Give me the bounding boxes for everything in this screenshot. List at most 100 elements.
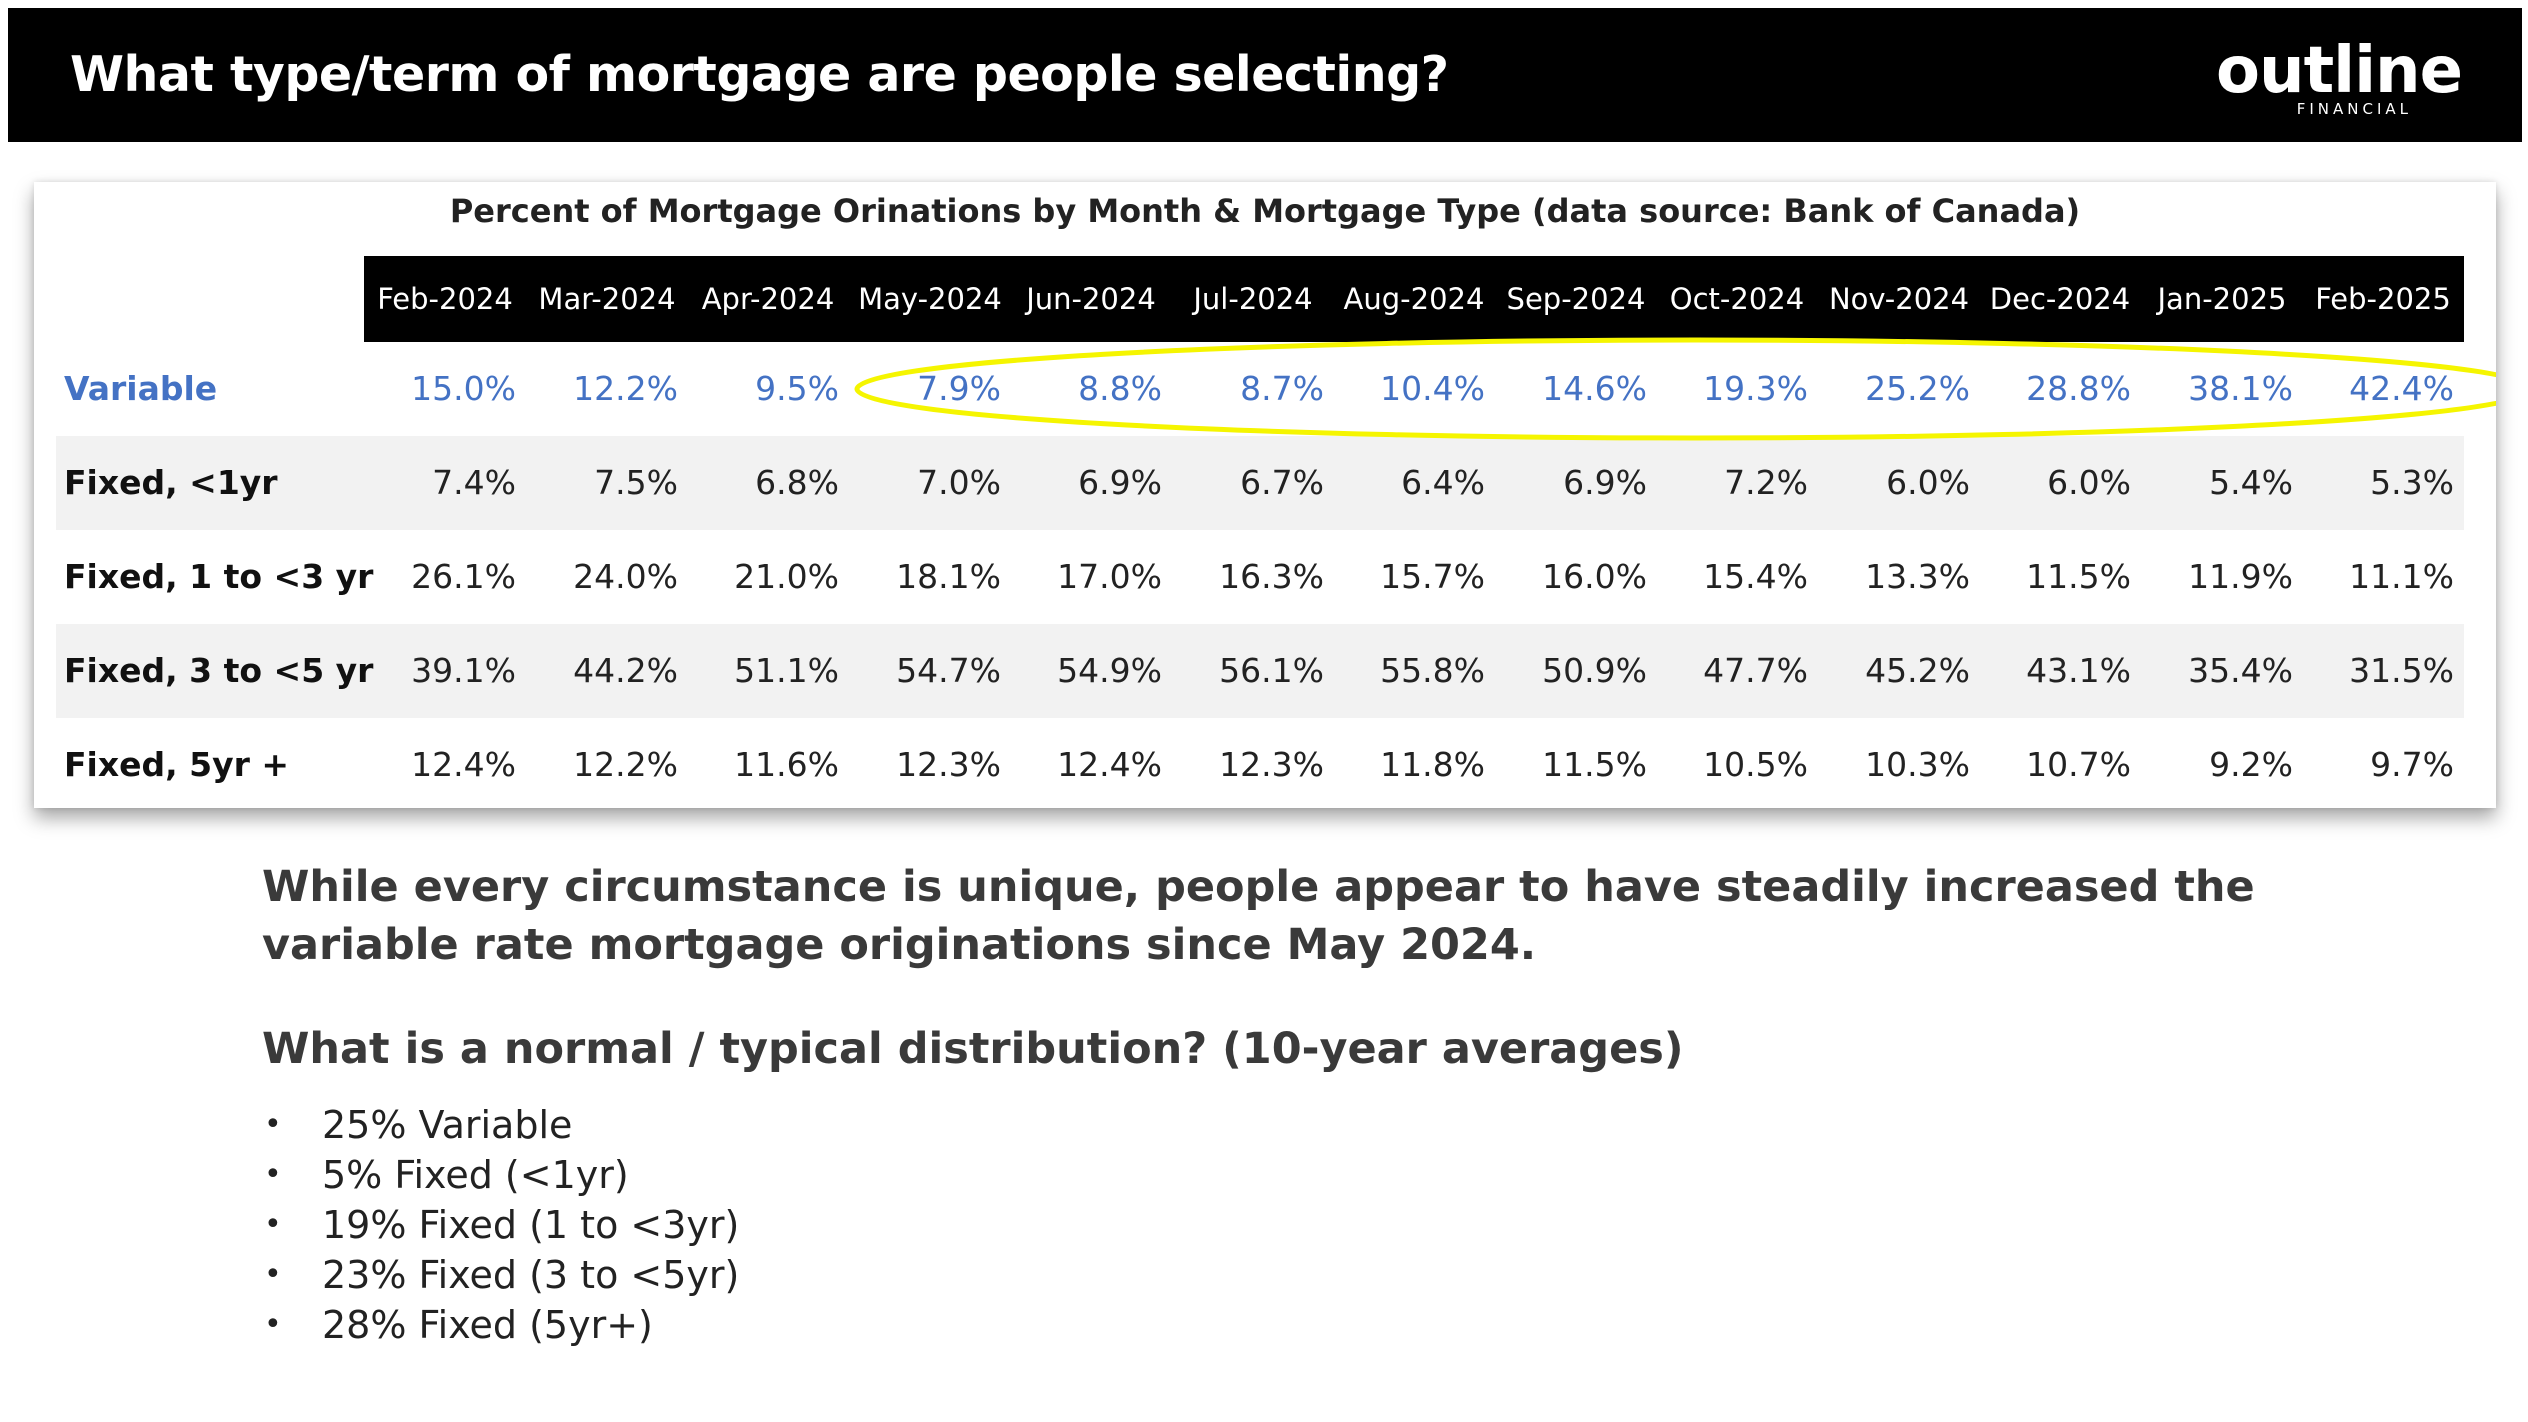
table-cell: 6.4% <box>1401 463 1485 502</box>
table-cell: 38.1% <box>2188 369 2293 408</box>
table-cell: 15.7% <box>1380 557 1485 596</box>
distribution-heading: What is a normal / typical distribution?… <box>262 1024 1684 1074</box>
bullet-icon: • <box>264 1157 282 1192</box>
table-cell: 5.3% <box>2370 463 2454 502</box>
list-item-text: 5% Fixed (<1yr) <box>322 1153 629 1197</box>
list-item: • 28% Fixed (5yr+) <box>262 1300 2362 1350</box>
table-cell: 15.0% <box>411 369 516 408</box>
column-header: Aug-2024 <box>1343 282 1485 316</box>
table-cell: 5.4% <box>2209 463 2293 502</box>
bullet-icon: • <box>264 1257 282 1292</box>
table-cell: 54.7% <box>896 651 1001 690</box>
row-label: Variable <box>64 369 218 408</box>
table-cell: 15.4% <box>1703 557 1808 596</box>
bullet-icon: • <box>264 1307 282 1342</box>
mortgage-table: Percent of Mortgage Orinations by Month … <box>34 182 2496 808</box>
table-row-fixed-5yr-plus: Fixed, 5yr + 12.4% 12.2% 11.6% 12.3% 12.… <box>56 718 2464 812</box>
table-cell: 12.4% <box>1057 745 1162 784</box>
table-cell: 56.1% <box>1219 651 1324 690</box>
table-cell: 11.8% <box>1380 745 1485 784</box>
table-cell: 6.9% <box>1563 463 1647 502</box>
bullet-icon: • <box>264 1107 282 1142</box>
table-cell: 11.9% <box>2188 557 2293 596</box>
column-header: Dec-2024 <box>1989 282 2131 316</box>
table-cell: 7.0% <box>917 463 1001 502</box>
logo-wordmark: outline <box>2216 34 2463 108</box>
table-cell: 50.9% <box>1542 651 1647 690</box>
table-row-fixed-under-1yr: Fixed, <1yr 7.4% 7.5% 6.8% 7.0% 6.9% 6.7… <box>56 436 2464 530</box>
table-cell: 17.0% <box>1057 557 1162 596</box>
summary-text: While every circumstance is unique, peop… <box>262 862 2255 970</box>
table-cell: 54.9% <box>1057 651 1162 690</box>
table-cell: 51.1% <box>734 651 839 690</box>
outline-financial-logo: outline FINANCIAL <box>2202 34 2463 124</box>
table-cell: 21.0% <box>734 557 839 596</box>
column-header: Mar-2024 <box>538 282 676 316</box>
table-cell: 7.9% <box>917 369 1001 408</box>
table-cell: 10.5% <box>1703 745 1808 784</box>
table-cell: 6.0% <box>2047 463 2131 502</box>
table-cell: 28.8% <box>2026 369 2131 408</box>
table-cell: 7.4% <box>432 463 516 502</box>
bullet-icon: • <box>264 1207 282 1242</box>
table-cell: 11.1% <box>2349 557 2454 596</box>
table-cell: 26.1% <box>411 557 516 596</box>
table-cell: 31.5% <box>2349 651 2454 690</box>
list-item-text: 25% Variable <box>322 1103 573 1147</box>
list-item-text: 28% Fixed (5yr+) <box>322 1303 653 1347</box>
column-header: Feb-2025 <box>2315 282 2451 316</box>
table-row-fixed-1-to-3yr: Fixed, 1 to <3 yr 26.1% 24.0% 21.0% 18.1… <box>56 530 2464 624</box>
table-cell: 44.2% <box>573 651 678 690</box>
table-row-variable: Variable 15.0% 12.2% 9.5% 7.9% 8.8% 8.7%… <box>56 342 2464 436</box>
table-cell: 24.0% <box>573 557 678 596</box>
table-cell: 12.3% <box>896 745 1001 784</box>
column-header: Feb-2024 <box>377 282 513 316</box>
table-cell: 12.3% <box>1219 745 1324 784</box>
table-cell: 11.6% <box>734 745 839 784</box>
list-item: • 25% Variable <box>262 1100 2362 1150</box>
notes-section: While every circumstance is unique, peop… <box>262 858 2362 1350</box>
table-title: Percent of Mortgage Orinations by Month … <box>449 192 2081 230</box>
table-cell: 9.7% <box>2370 745 2454 784</box>
table-cell: 8.7% <box>1240 369 1324 408</box>
column-header: Jun-2024 <box>1026 282 1156 316</box>
table-cell: 11.5% <box>1542 745 1647 784</box>
table-cell: 6.9% <box>1078 463 1162 502</box>
table-cell: 12.2% <box>573 369 678 408</box>
table-row-fixed-3-to-5yr: Fixed, 3 to <5 yr 39.1% 44.2% 51.1% 54.7… <box>56 624 2464 718</box>
table-cell: 7.5% <box>594 463 678 502</box>
column-header: Jan-2025 <box>2157 282 2287 316</box>
table-cell: 9.5% <box>755 369 839 408</box>
table-cell: 47.7% <box>1703 651 1808 690</box>
distribution-list: • 25% Variable • 5% Fixed (<1yr) • 19% Fixe… <box>262 1100 2362 1350</box>
table-cell: 10.3% <box>1865 745 1970 784</box>
table-cell: 7.2% <box>1724 463 1808 502</box>
list-item: • 19% Fixed (1 to <3yr) <box>262 1200 2362 1250</box>
row-label: Fixed, 1 to <3 yr <box>64 557 374 596</box>
table-cell: 35.4% <box>2188 651 2293 690</box>
table-cell: 10.7% <box>2026 745 2131 784</box>
table-cell: 13.3% <box>1865 557 1970 596</box>
list-item-text: 19% Fixed (1 to <3yr) <box>322 1203 740 1247</box>
table-cell: 11.5% <box>2026 557 2131 596</box>
row-label: Fixed, 3 to <5 yr <box>64 651 374 690</box>
column-header: Oct-2024 <box>1669 282 1805 316</box>
logo-subtext: FINANCIAL <box>2296 100 2412 118</box>
column-header: Sep-2024 <box>1506 282 1646 316</box>
table-cell: 10.4% <box>1380 369 1485 408</box>
table-cell: 6.7% <box>1240 463 1324 502</box>
table-cell: 14.6% <box>1542 369 1647 408</box>
table-cell: 55.8% <box>1380 651 1485 690</box>
list-item: • 5% Fixed (<1yr) <box>262 1150 2362 1200</box>
column-header: Apr-2024 <box>701 282 835 316</box>
column-header: May-2024 <box>858 282 1002 316</box>
header-banner: What type/term of mortgage are people se… <box>8 8 2522 142</box>
table-cell: 42.4% <box>2349 369 2454 408</box>
row-label: Fixed, 5yr + <box>64 745 290 784</box>
table-cell: 45.2% <box>1865 651 1970 690</box>
table-cell: 12.2% <box>573 745 678 784</box>
table-header-row: Feb-2024 Mar-2024 Apr-2024 May-2024 Jun-… <box>364 256 2464 342</box>
table-cell: 19.3% <box>1703 369 1808 408</box>
table-cell: 16.3% <box>1219 557 1324 596</box>
table-cell: 16.0% <box>1542 557 1647 596</box>
